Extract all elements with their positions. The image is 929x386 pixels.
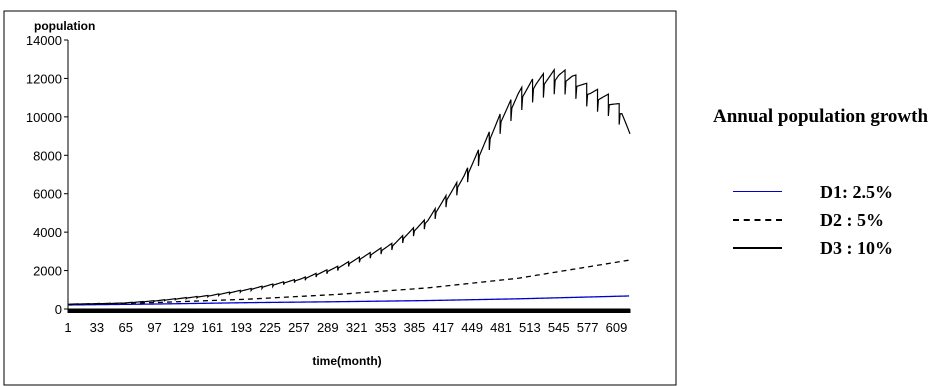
legend-swatch-d1 [733, 191, 782, 192]
legend-label-d1: D1: 2.5% [820, 182, 893, 202]
x-tick-label: 417 [432, 320, 454, 335]
x-tick-label: 481 [490, 320, 512, 335]
x-tick-label: 129 [173, 320, 195, 335]
x-tick-label: 225 [259, 320, 281, 335]
x-tick-label: 65 [118, 320, 132, 335]
x-tick-label: 385 [404, 320, 426, 335]
x-tick-label: 257 [288, 320, 310, 335]
x-tick-label: 609 [606, 320, 628, 335]
series-line-2 [67, 259, 630, 306]
legend-swatch-d2 [733, 219, 782, 221]
x-tick-label: 513 [519, 320, 541, 335]
y-tick-label: 14000 [26, 33, 62, 48]
x-tick-label: 1 [64, 320, 71, 335]
y-tick-label: 4000 [33, 225, 62, 240]
x-tick-label: 321 [346, 320, 368, 335]
y-tick-label: 2000 [33, 264, 62, 279]
series-line-3 [67, 67, 631, 306]
y-tick-label: 12000 [26, 71, 62, 86]
y-tick-label: 6000 [33, 187, 62, 202]
x-tick-label: 33 [90, 320, 104, 335]
y-tick-label: 8000 [33, 148, 62, 163]
x-tick-label: 289 [317, 320, 339, 335]
x-axis-label: time(month) [312, 354, 381, 368]
x-tick-label: 193 [230, 320, 252, 335]
series-line-1 [67, 295, 630, 306]
legend-label-d2: D2 : 5% [820, 210, 884, 230]
x-tick-label: 353 [375, 320, 397, 335]
y-tick-label: 10000 [26, 110, 62, 125]
legend-item-d2: D2 : 5% [712, 208, 929, 232]
legend-item-d3: D3 : 10% [712, 236, 929, 260]
axes: 0 2000 4000 6000 8000 10000 12000 14000 1 33 65 97 1… [26, 33, 631, 335]
x-tick-label: 545 [548, 320, 570, 335]
legend-item-d1: D1: 2.5% [712, 180, 929, 204]
y-axis-label: population [34, 19, 95, 33]
x-tick-label: 577 [577, 320, 599, 335]
x-tick-label: 97 [147, 320, 161, 335]
x-minor-ticks [67, 309, 631, 313]
legend-swatch-d3 [733, 247, 782, 249]
y-tick-label: 0 [55, 302, 62, 317]
x-tick-label: 161 [201, 320, 223, 335]
legend-label-d3: D3 : 10% [820, 238, 893, 258]
legend-title: Annual population growth [712, 106, 929, 127]
series-lines [67, 67, 631, 306]
chart-frame [3, 10, 677, 386]
legend: Annual population growth D1: 2.5% D2 : 5… [712, 104, 929, 258]
x-tick-label: 449 [461, 320, 483, 335]
